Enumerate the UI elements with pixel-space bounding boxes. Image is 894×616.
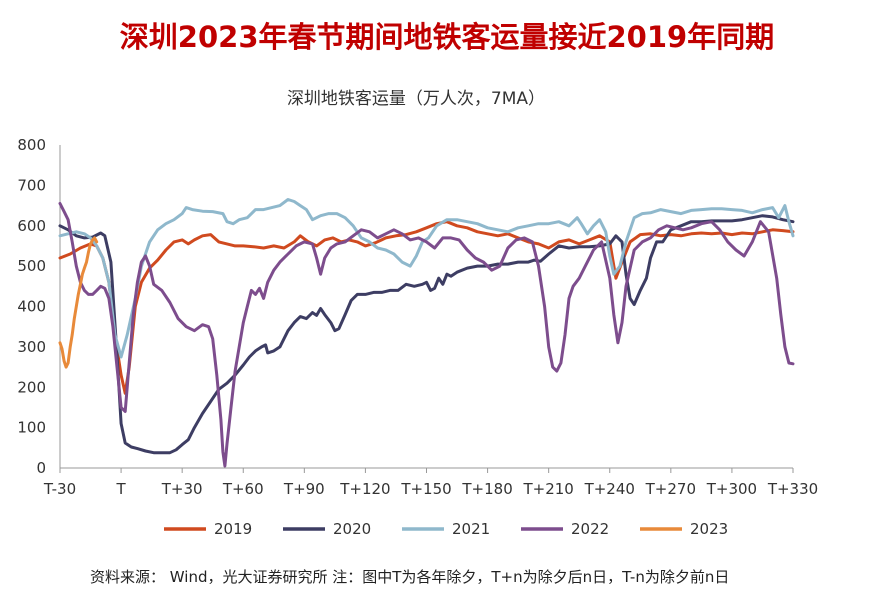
series-line-2023 xyxy=(58,236,99,369)
y-tick-label: 800 xyxy=(17,136,46,154)
x-tick-label: T+180 xyxy=(461,480,512,498)
x-axis: T-30 T T+30 T+60 T+90 T+120 T+150 T+180 T+210 T+2… xyxy=(43,467,818,498)
plot-series xyxy=(58,198,795,468)
x-tick-label: T-30 xyxy=(43,480,76,498)
x-tick-label: T+120 xyxy=(339,480,390,498)
x-tick-label: T+150 xyxy=(400,480,451,498)
x-tick-label: T+90 xyxy=(283,480,325,498)
x-tick-label: T xyxy=(115,480,126,498)
main-title: 深圳2023年春节期间地铁客运量接近2019年同期 xyxy=(119,20,775,54)
series-line-2020 xyxy=(58,214,795,455)
y-tick-label: 400 xyxy=(17,298,46,316)
source-note: 资料来源： Wind，光大证券研究所 注：图中T为各年除夕，T+n为除夕后n日，… xyxy=(90,568,730,586)
x-tick-label: T+240 xyxy=(584,480,635,498)
series-line-2021 xyxy=(58,198,795,359)
y-tick-label: 500 xyxy=(17,257,46,275)
x-tick-label: T+300 xyxy=(706,480,757,498)
y-tick-label: 300 xyxy=(17,338,46,356)
y-tick-label: 200 xyxy=(17,378,46,396)
chart-subtitle: 深圳地铁客运量（万人次，7MA） xyxy=(287,89,545,109)
y-axis: 0 100 200 300 400 500 600 700 800 xyxy=(17,136,61,477)
y-tick-label: 700 xyxy=(17,176,46,194)
y-tick-label: 600 xyxy=(17,217,46,235)
legend: 2019 2020 2021 2022 2023 xyxy=(164,520,728,538)
y-tick-label: 0 xyxy=(36,459,46,477)
x-tick-label: T+60 xyxy=(222,480,264,498)
x-tick-label: T+30 xyxy=(161,480,203,498)
y-tick-label: 100 xyxy=(17,419,46,437)
legend-label-2020: 2020 xyxy=(333,520,371,538)
legend-label-2021: 2021 xyxy=(452,520,490,538)
x-tick-label: T+270 xyxy=(645,480,696,498)
series-line-2019 xyxy=(58,220,795,395)
x-tick-label: T+210 xyxy=(522,480,573,498)
series-line-2022 xyxy=(58,202,795,468)
legend-label-2022: 2022 xyxy=(571,520,609,538)
legend-label-2019: 2019 xyxy=(214,520,252,538)
x-tick-label: T+330 xyxy=(767,480,818,498)
legend-label-2023: 2023 xyxy=(690,520,728,538)
